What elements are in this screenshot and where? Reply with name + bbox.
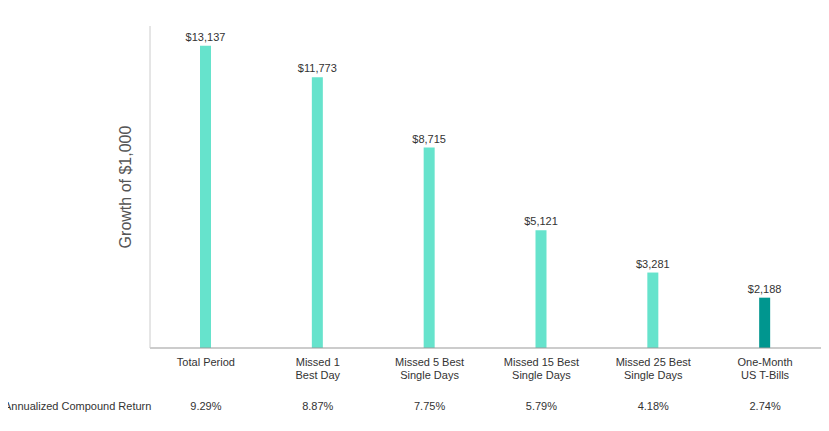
svg-text:$11,773: $11,773 [298, 62, 337, 74]
svg-text:One-MonthUS T-Bills: One-MonthUS T-Bills [738, 356, 793, 381]
html-text:Annualized Compound Return: Annualized Compound Return [4, 400, 152, 412]
svg-text:$8,715: $8,715 [412, 133, 446, 145]
svg-text:Growth of $1,000: Growth of $1,000 [117, 126, 134, 249]
html-text:9.29%: 9.29% [190, 400, 222, 412]
svg-text:Missed 25 BestSingle Days: Missed 25 BestSingle Days [616, 356, 691, 381]
html-text:5.79%: 5.79% [525, 400, 557, 412]
svg-text:Missed 15 BestSingle Days: Missed 15 BestSingle Days [504, 356, 579, 381]
svg-text:$5,121: $5,121 [524, 215, 558, 227]
html-text:4.18%: 4.18% [637, 400, 669, 412]
svg-text:$3,281: $3,281 [636, 258, 670, 270]
html-text:8.87%: 8.87% [302, 400, 334, 412]
svg-text:$2,188: $2,188 [748, 283, 782, 295]
html-text:2.74%: 2.74% [749, 400, 781, 412]
svg-text:$13,137: $13,137 [186, 31, 226, 43]
svg-text:Total Period: Total Period [177, 356, 235, 368]
svg-text:Missed 1Best Day: Missed 1Best Day [295, 356, 340, 381]
svg-text:Missed 5 BestSingle Days: Missed 5 BestSingle Days [395, 356, 464, 381]
html-text:7.75%: 7.75% [414, 400, 446, 412]
